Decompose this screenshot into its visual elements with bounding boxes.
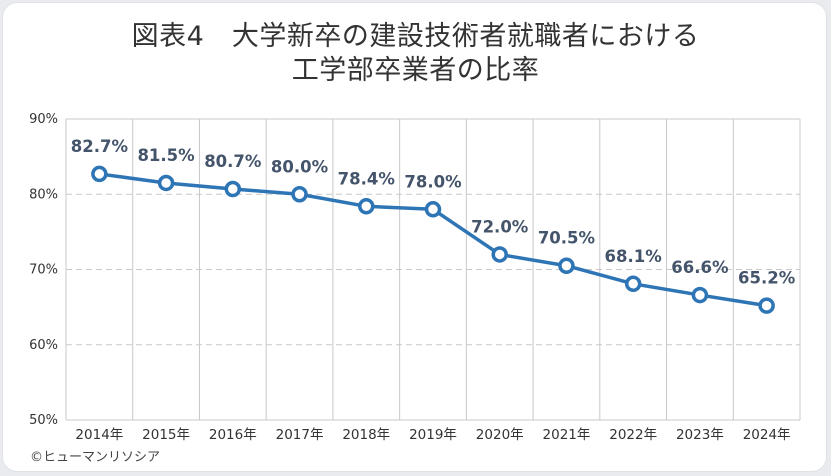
chart-title-line-2: 工学部卒業者の比率 <box>291 55 540 86</box>
copyright-credit: ©ヒューマンリソシア <box>30 450 161 465</box>
data-point <box>691 286 709 304</box>
data-label: 80.0% <box>271 157 329 176</box>
x-tick-label: 2019年 <box>409 427 457 443</box>
x-tick-label: 2023年 <box>676 427 724 443</box>
data-label: 68.1% <box>605 247 663 266</box>
x-tick-label: 2020年 <box>476 427 524 443</box>
y-tick-label: 60% <box>29 338 58 353</box>
chart-title: 図表4 大学新卒の建設技術者就職者における 工学部卒業者の比率 <box>0 20 831 88</box>
data-label: 66.6% <box>671 258 729 277</box>
data-point <box>558 257 575 274</box>
data-label: 72.0% <box>471 217 529 236</box>
x-tick-label: 2015年 <box>142 427 190 443</box>
y-tick-label: 50% <box>29 413 58 428</box>
y-tick-label: 90% <box>29 112 58 127</box>
x-tick-label: 2014年 <box>75 427 123 443</box>
data-point <box>224 180 242 198</box>
x-tick-label: 2016年 <box>209 427 257 443</box>
data-point <box>424 201 442 218</box>
x-tick-label: 2024年 <box>743 427 791 443</box>
x-tick-label: 2021年 <box>543 427 591 443</box>
data-point <box>758 297 775 314</box>
x-tick-label: 2017年 <box>276 427 324 443</box>
data-label: 80.7% <box>204 152 262 171</box>
data-label: 65.2% <box>738 269 796 288</box>
data-point <box>157 174 175 192</box>
x-tick-label: 2018年 <box>342 427 390 443</box>
data-point <box>291 186 308 203</box>
data-label: 81.5% <box>137 146 195 165</box>
data-point <box>491 246 508 263</box>
chart-card <box>3 3 826 471</box>
data-label: 82.7% <box>71 137 129 156</box>
x-tick-label: 2022年 <box>609 427 657 443</box>
data-label: 70.5% <box>538 229 596 248</box>
data-label: 78.4% <box>338 169 396 188</box>
data-label: 78.0% <box>404 172 462 191</box>
data-point <box>624 275 642 293</box>
chart-title-line-1: 図表4 大学新卒の建設技術者就職者における <box>131 21 700 52</box>
y-tick-label: 70% <box>29 263 58 278</box>
data-point <box>358 198 375 215</box>
y-tick-label: 80% <box>29 187 58 202</box>
data-point <box>91 165 108 183</box>
